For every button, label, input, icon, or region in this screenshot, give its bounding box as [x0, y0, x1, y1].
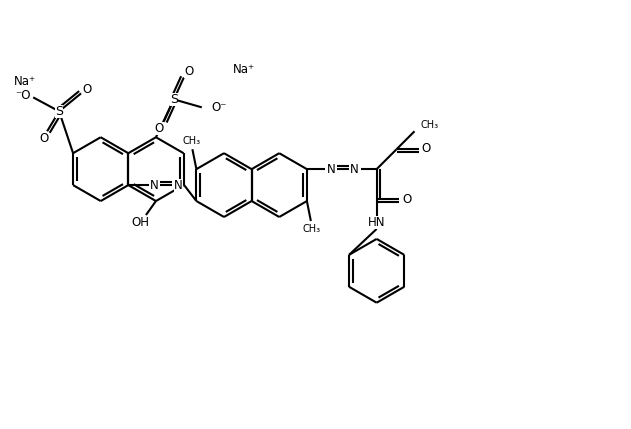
- Text: CH₃: CH₃: [303, 224, 321, 234]
- Text: O: O: [40, 132, 49, 145]
- Text: CH₃: CH₃: [420, 120, 439, 130]
- Text: S: S: [55, 105, 63, 118]
- Text: O⁻: O⁻: [212, 101, 227, 114]
- Text: O: O: [402, 193, 411, 205]
- Text: N: N: [350, 163, 359, 175]
- Text: HN: HN: [368, 217, 386, 230]
- Text: Na⁺: Na⁺: [233, 63, 255, 76]
- Text: N: N: [150, 178, 158, 192]
- Text: O: O: [83, 83, 91, 96]
- Text: S: S: [170, 93, 178, 106]
- Text: OH: OH: [131, 217, 149, 230]
- Text: CH₃: CH₃: [182, 136, 201, 146]
- Text: ⁻O: ⁻O: [16, 89, 31, 102]
- Text: Na⁺: Na⁺: [14, 75, 37, 88]
- Text: N: N: [174, 178, 182, 192]
- Text: O: O: [422, 142, 431, 155]
- Text: O: O: [155, 122, 163, 135]
- Text: O: O: [184, 65, 194, 78]
- Text: N: N: [326, 163, 335, 175]
